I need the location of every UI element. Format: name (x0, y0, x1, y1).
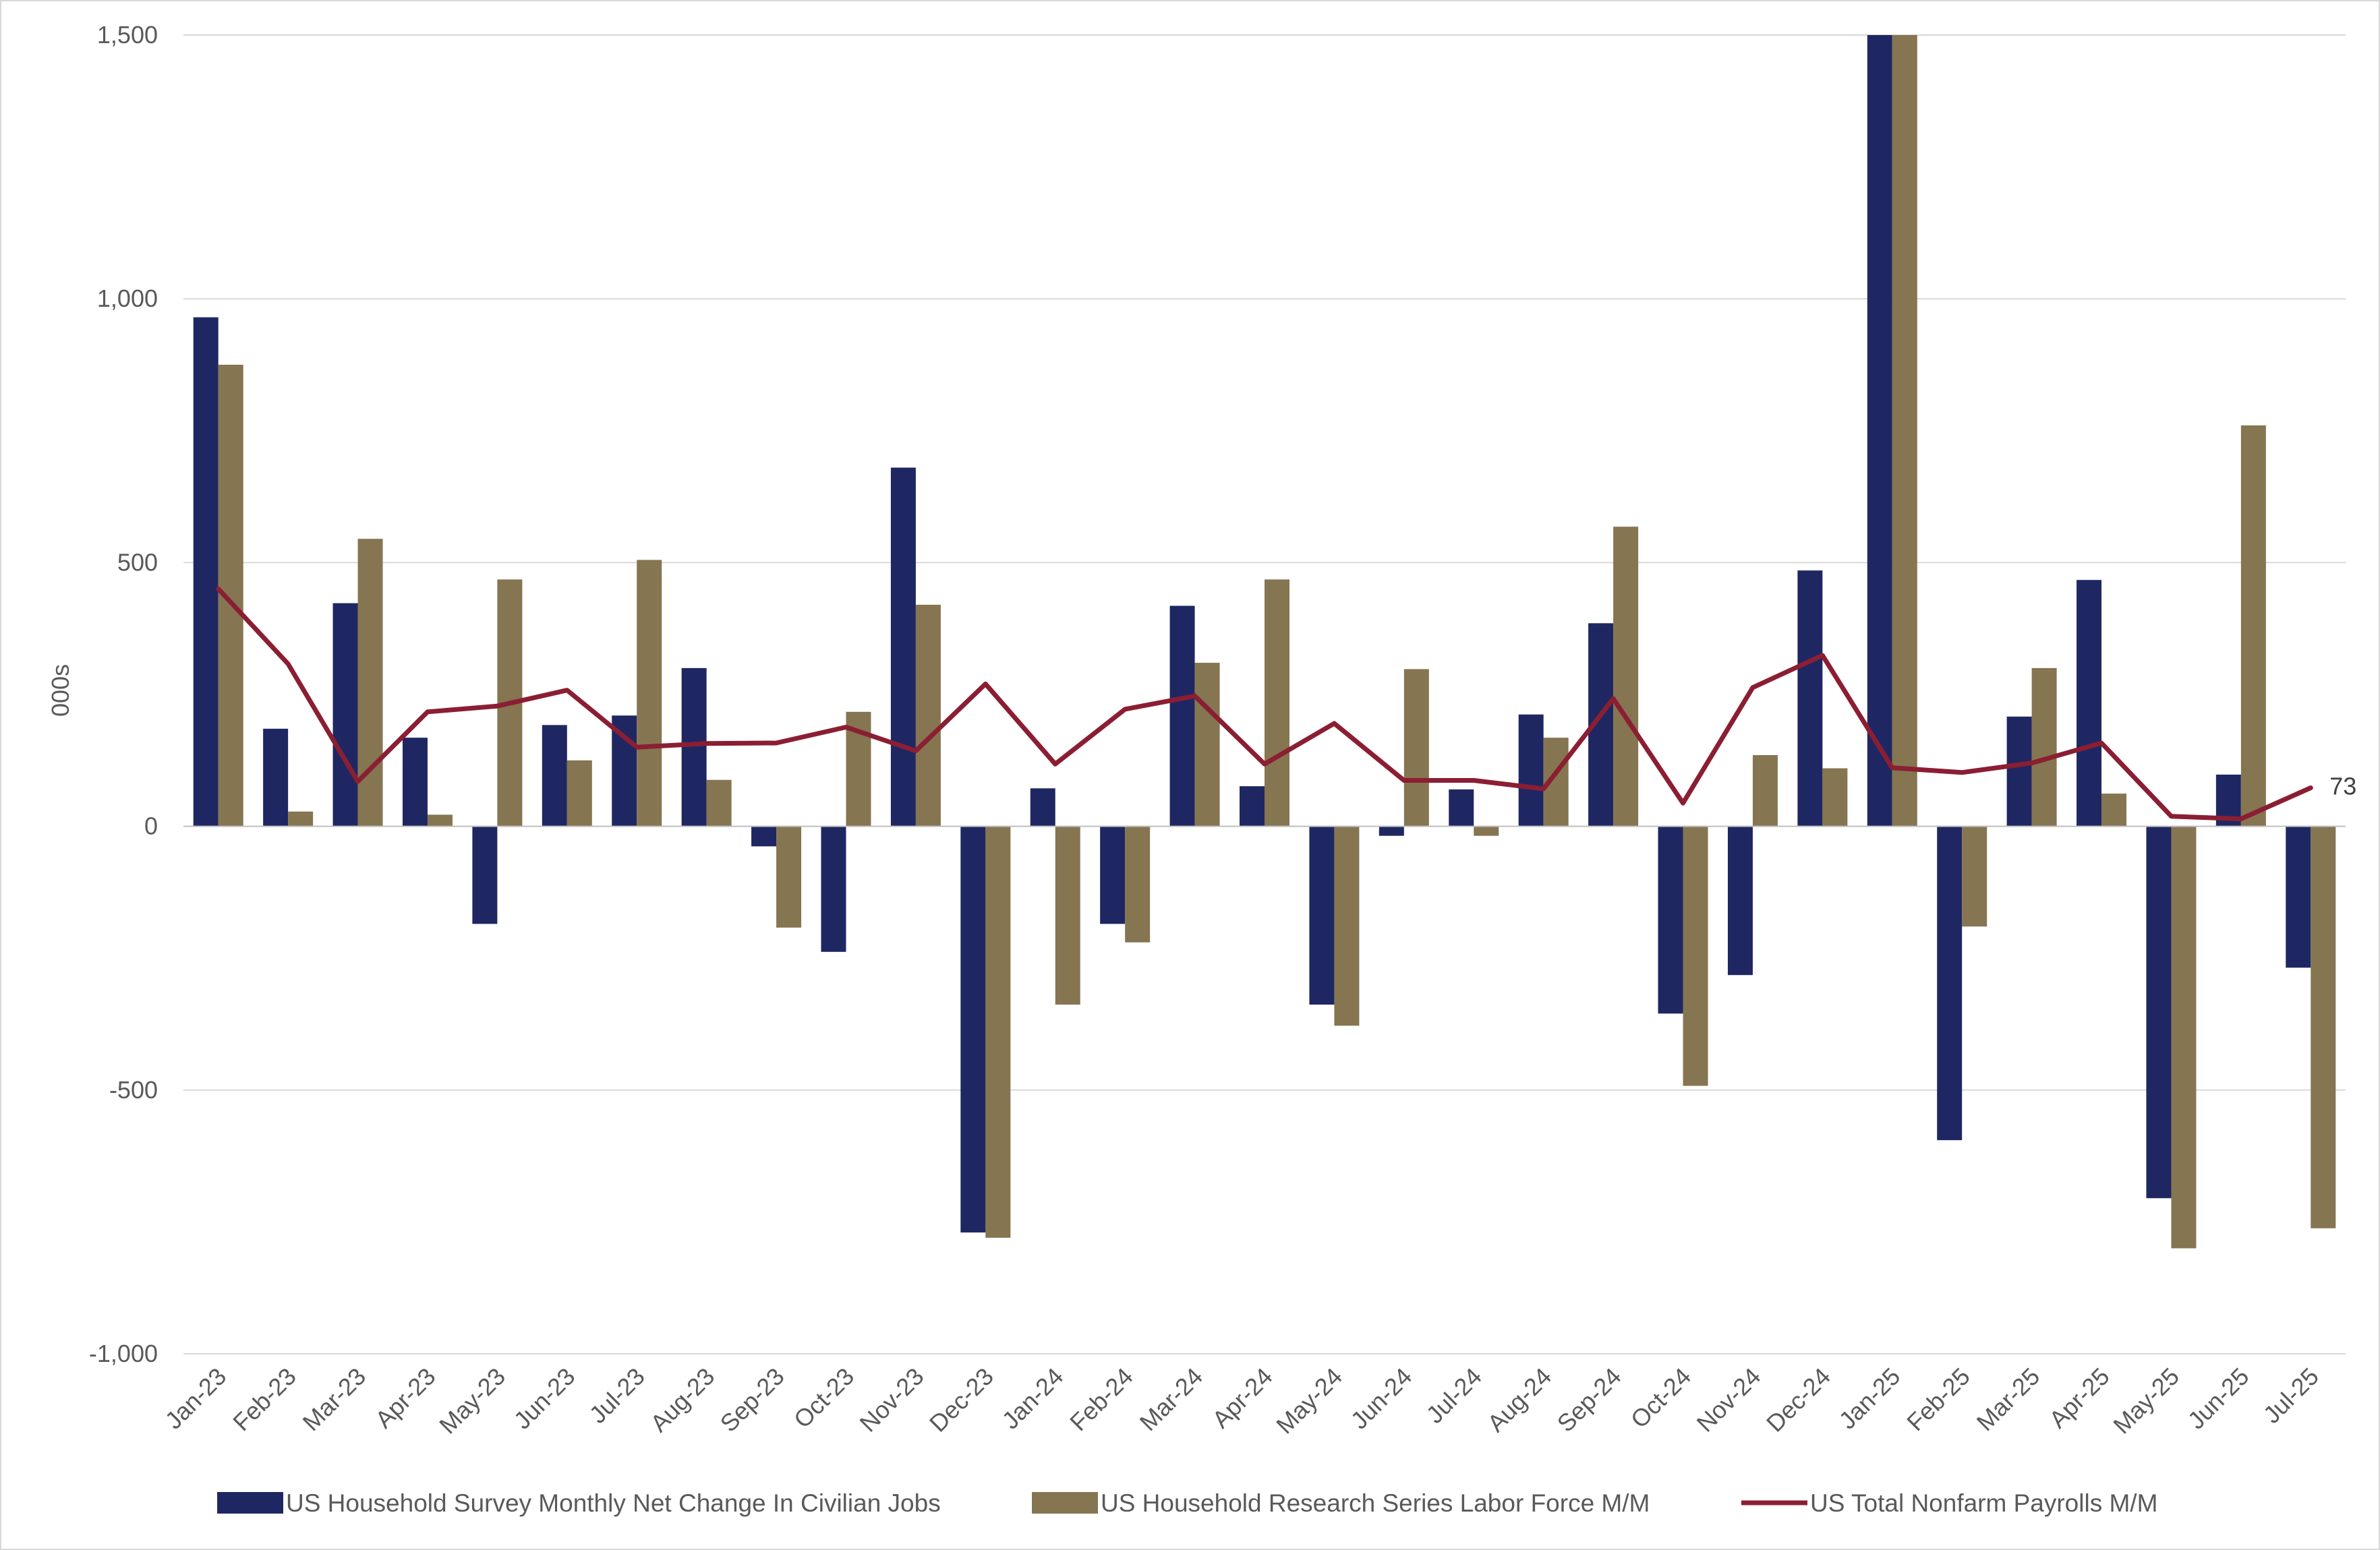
bar-household-jobs (1867, 35, 1892, 827)
bar-household-jobs (542, 725, 567, 827)
gridlines (183, 34, 2346, 1354)
bar-research-labor-force (1474, 826, 1499, 836)
bar-research-labor-force (2240, 425, 2266, 827)
y-tick-label: 1,000 (97, 285, 158, 312)
line-point (1403, 780, 1405, 781)
bar-research-labor-force (1125, 826, 1151, 943)
bar-research-labor-force (2171, 826, 2197, 1249)
bar-research-labor-force (2311, 826, 2336, 1228)
y-tick-label: 500 (117, 548, 158, 576)
line-point (776, 742, 777, 744)
legend-label: US Household Research Series Labor Force… (1101, 1489, 1650, 1517)
legend-label: US Household Survey Monthly Net Change I… (286, 1489, 941, 1517)
line-point (1822, 655, 1823, 656)
bar-household-jobs (1727, 826, 1753, 976)
bar-household-jobs (193, 317, 219, 827)
bar-research-labor-force (776, 826, 802, 928)
bar-series (193, 35, 2336, 1249)
line-point (287, 663, 289, 665)
bar-research-labor-force (1683, 826, 1708, 1086)
line-point (2240, 818, 2242, 820)
y-tick-label: 1,500 (97, 21, 158, 49)
bar-household-jobs (681, 667, 707, 827)
y-tick-label: 0 (144, 812, 158, 840)
bar-research-labor-force (1613, 527, 1639, 827)
line-point (915, 750, 917, 752)
bar-household-jobs (402, 738, 428, 827)
line-point (427, 711, 428, 713)
bar-household-jobs (1937, 826, 1963, 1141)
bar-household-jobs (1518, 714, 1544, 827)
y-tick-label: -500 (109, 1076, 158, 1104)
bar-research-labor-force (1403, 669, 1429, 827)
bar-household-jobs (2077, 580, 2102, 827)
bar-household-jobs (890, 467, 916, 827)
data-label-last: 73 (2329, 772, 2356, 800)
bar-research-labor-force (288, 811, 314, 827)
line-point (1613, 698, 1614, 699)
bar-research-labor-force (915, 604, 941, 827)
bar-household-jobs (1378, 826, 1404, 836)
bar-research-labor-force (427, 814, 453, 827)
line-point (2101, 742, 2102, 744)
y-tick-label: -1,000 (89, 1340, 158, 1367)
bar-research-labor-force (637, 560, 662, 827)
y-axis-title: 000s (47, 664, 74, 717)
legend: US Household Survey Monthly Net Change I… (217, 1489, 2157, 1517)
line-point (1961, 772, 1963, 773)
bar-research-labor-force (567, 760, 592, 827)
bar-research-labor-force (706, 779, 732, 827)
bar-research-labor-force (1265, 579, 1289, 827)
bar-household-jobs (1240, 786, 1265, 827)
bar-research-labor-force (2031, 667, 2057, 827)
bar-research-labor-force (1752, 754, 1778, 827)
bar-household-jobs (332, 603, 358, 827)
bar-research-labor-force (1962, 826, 1987, 927)
bar-research-labor-force (1892, 35, 1917, 827)
line-point (706, 743, 707, 744)
bar-household-jobs (472, 826, 498, 924)
bar-household-jobs (1797, 570, 1823, 827)
bar-research-labor-force (1334, 826, 1360, 1026)
bar-household-jobs (960, 826, 986, 1233)
line-point (1333, 723, 1335, 724)
bar-household-jobs (821, 826, 846, 952)
bar-research-labor-force (1055, 826, 1080, 1005)
bar-household-jobs (1449, 789, 1474, 827)
legend-swatch (217, 1492, 283, 1514)
bar-household-jobs (1100, 826, 1126, 924)
bar-research-labor-force (1194, 663, 1220, 827)
line-series: 73 (216, 587, 2356, 822)
legend-swatch (1032, 1492, 1098, 1514)
line-point (496, 705, 498, 707)
bar-research-labor-force (1822, 768, 1848, 827)
y-axis-ticks: -1,000 -500 0 500 1,000 1,500 (89, 21, 158, 1367)
line-point (357, 781, 359, 782)
bar-household-jobs (263, 728, 289, 827)
line-point (1752, 687, 1753, 688)
bar-household-jobs (1169, 605, 1195, 827)
bar-research-labor-force (985, 826, 1011, 1238)
bar-research-labor-force (357, 539, 383, 827)
bar-household-jobs (751, 826, 777, 847)
bar-research-labor-force (2101, 794, 2127, 827)
bar-household-jobs (2286, 826, 2311, 968)
bar-household-jobs (1030, 788, 1055, 827)
bar-household-jobs (2146, 826, 2172, 1199)
legend-label: US Total Nonfarm Payrolls M/M (1810, 1489, 2157, 1517)
bar-household-jobs (1658, 826, 1683, 1014)
bar-household-jobs (1309, 826, 1335, 1005)
bar-household-jobs (2006, 716, 2032, 827)
